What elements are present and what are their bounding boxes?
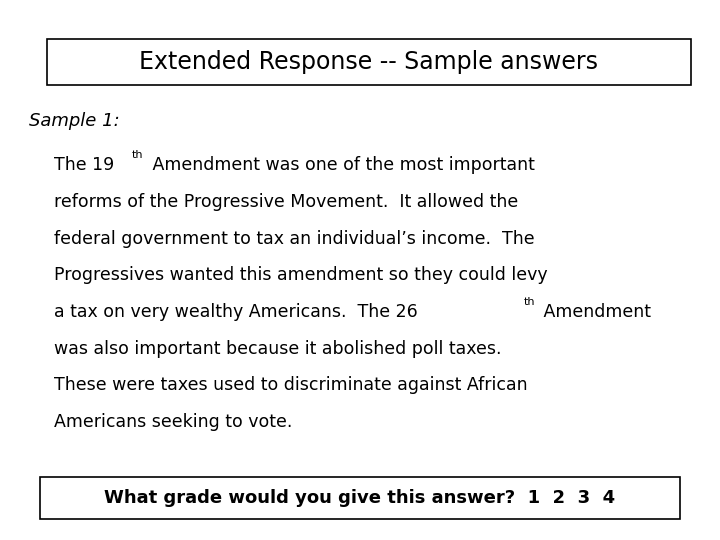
Text: was also important because it abolished poll taxes.: was also important because it abolished …	[54, 340, 502, 357]
Text: Sample 1:: Sample 1:	[29, 112, 120, 131]
Text: Progressives wanted this amendment so they could levy: Progressives wanted this amendment so th…	[54, 266, 548, 284]
Text: What grade would you give this answer?  1  2  3  4: What grade would you give this answer? 1…	[104, 489, 616, 507]
Text: Amendment was one of the most important: Amendment was one of the most important	[147, 156, 534, 174]
Text: th: th	[523, 297, 535, 307]
Text: Amendment: Amendment	[538, 303, 651, 321]
Text: Extended Response -- Sample answers: Extended Response -- Sample answers	[140, 50, 598, 74]
Text: Americans seeking to vote.: Americans seeking to vote.	[54, 413, 292, 431]
Text: The 19: The 19	[54, 156, 114, 174]
Text: a tax on very wealthy Americans.  The 26: a tax on very wealthy Americans. The 26	[54, 303, 418, 321]
Text: reforms of the Progressive Movement.  It allowed the: reforms of the Progressive Movement. It …	[54, 193, 518, 211]
Text: federal government to tax an individual’s income.  The: federal government to tax an individual’…	[54, 230, 535, 247]
FancyBboxPatch shape	[40, 477, 680, 519]
FancyBboxPatch shape	[47, 39, 691, 85]
Text: th: th	[132, 150, 143, 160]
Text: These were taxes used to discriminate against African: These were taxes used to discriminate ag…	[54, 376, 528, 394]
